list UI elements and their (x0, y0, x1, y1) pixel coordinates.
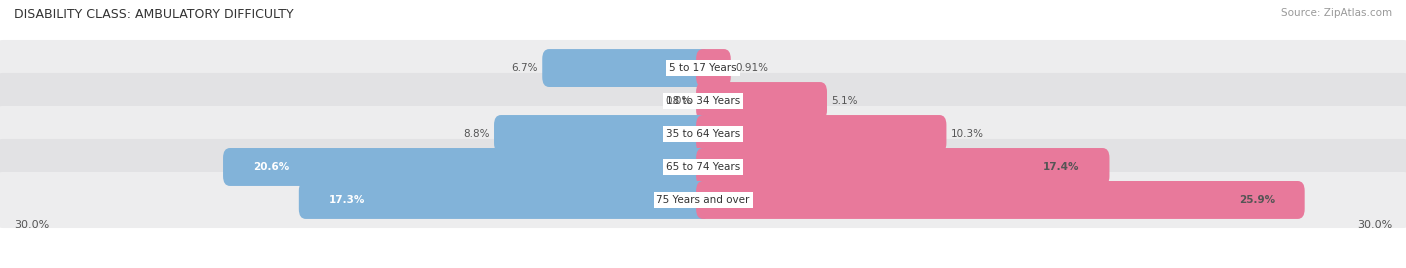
FancyBboxPatch shape (494, 115, 710, 153)
FancyBboxPatch shape (224, 148, 710, 186)
Text: 75 Years and over: 75 Years and over (657, 195, 749, 205)
Text: 20.6%: 20.6% (253, 162, 290, 172)
Text: 18 to 34 Years: 18 to 34 Years (666, 96, 740, 106)
Text: 10.3%: 10.3% (950, 129, 984, 139)
Text: 0.91%: 0.91% (735, 63, 769, 73)
Text: 6.7%: 6.7% (512, 63, 537, 73)
FancyBboxPatch shape (696, 82, 827, 120)
Legend: Male, Female: Male, Female (645, 267, 761, 268)
FancyBboxPatch shape (696, 115, 946, 153)
FancyBboxPatch shape (696, 181, 1305, 219)
Text: DISABILITY CLASS: AMBULATORY DIFFICULTY: DISABILITY CLASS: AMBULATORY DIFFICULTY (14, 8, 294, 21)
Text: 5.1%: 5.1% (831, 96, 858, 106)
FancyBboxPatch shape (696, 148, 1109, 186)
Text: 65 to 74 Years: 65 to 74 Years (666, 162, 740, 172)
FancyBboxPatch shape (0, 73, 1406, 129)
FancyBboxPatch shape (0, 172, 1406, 228)
Text: 17.3%: 17.3% (329, 195, 366, 205)
Text: 8.8%: 8.8% (463, 129, 489, 139)
FancyBboxPatch shape (543, 49, 710, 87)
Text: Source: ZipAtlas.com: Source: ZipAtlas.com (1281, 8, 1392, 18)
FancyBboxPatch shape (299, 181, 710, 219)
Text: 25.9%: 25.9% (1239, 195, 1275, 205)
FancyBboxPatch shape (0, 106, 1406, 162)
FancyBboxPatch shape (0, 139, 1406, 195)
Text: 30.0%: 30.0% (1357, 220, 1392, 230)
Text: 35 to 64 Years: 35 to 64 Years (666, 129, 740, 139)
FancyBboxPatch shape (0, 40, 1406, 96)
Text: 5 to 17 Years: 5 to 17 Years (669, 63, 737, 73)
FancyBboxPatch shape (696, 49, 731, 87)
Text: 17.4%: 17.4% (1043, 162, 1080, 172)
Text: 0.0%: 0.0% (665, 96, 692, 106)
Text: 30.0%: 30.0% (14, 220, 49, 230)
